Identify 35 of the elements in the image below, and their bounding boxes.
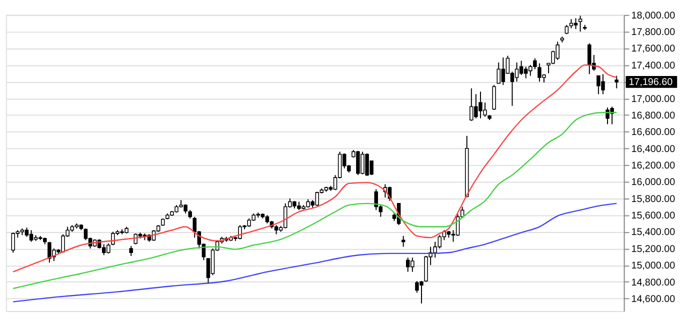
y-tick-label: 16,200.00 <box>631 160 676 172</box>
candlestick <box>519 60 524 76</box>
y-tick-label: 17,600.00 <box>631 44 676 55</box>
candlestick <box>274 224 278 235</box>
y-tick-label: 16,400.00 <box>631 144 676 155</box>
candlestick <box>129 245 133 256</box>
y-tick-label: 17,800.00 <box>631 27 676 38</box>
line-series <box>12 112 618 290</box>
y-tick-label: 15,800.00 <box>631 194 676 205</box>
y-tick-label: 16,000.00 <box>631 177 676 188</box>
candlestick <box>492 84 496 110</box>
candlestick <box>514 62 519 82</box>
y-tick-label: 17,400.00 <box>631 60 676 72</box>
y-tick-label: 15,600.00 <box>631 210 676 222</box>
line-series <box>12 202 618 302</box>
y-tick-label: 15,400.00 <box>631 227 676 238</box>
y-tick-label: 14,600.00 <box>631 294 676 305</box>
y-tick-label: 15,200.00 <box>631 244 676 255</box>
candlestick <box>496 62 501 84</box>
candlestick <box>501 56 506 86</box>
y-tick-label: 16,600.00 <box>631 127 676 138</box>
candlestick <box>29 230 34 242</box>
candlestick <box>401 235 406 248</box>
text: 17,196.60 <box>628 76 674 88</box>
candlestick <box>614 75 618 89</box>
y-tick-label: 15,000.00 <box>631 260 676 272</box>
line-series <box>12 64 618 272</box>
y-tick-label: 16,800.00 <box>631 110 676 122</box>
y-tick-label: 18,000.00 <box>631 10 676 22</box>
candlestick <box>24 227 29 238</box>
candlestick <box>578 15 582 32</box>
y-tick-label: 14,800.00 <box>631 277 676 288</box>
y-tick-label: 17,000.00 <box>631 94 676 105</box>
candlestick <box>564 24 569 35</box>
candlestick <box>574 18 578 30</box>
